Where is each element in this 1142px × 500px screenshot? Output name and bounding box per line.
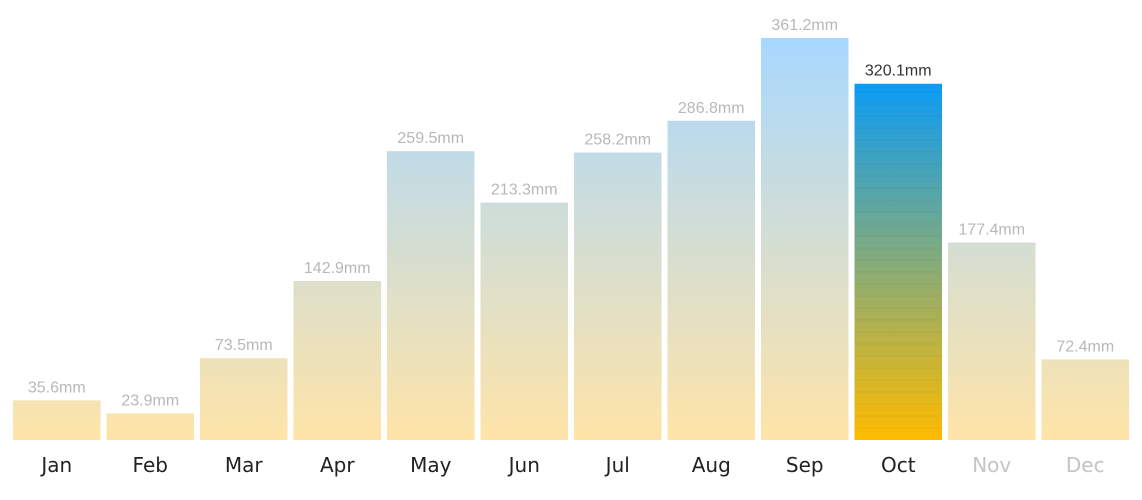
month-labels-group: Jan Feb Mar Apr May Jun Jul Aug Sep Oct Nov Dec [39,453,1104,477]
month-label-jun[interactable]: Jun [507,453,540,477]
month-label-mar[interactable]: Mar [225,453,264,477]
value-label-aug: 286.8mm [678,100,745,117]
month-label-jan[interactable]: Jan [39,453,72,477]
bar-nov[interactable] [948,242,1036,440]
bar-sep[interactable] [761,38,849,440]
bars-group [13,38,1129,440]
value-label-feb: 23.9mm [121,392,179,409]
value-labels-group: 35.6mm 23.9mm 73.5mm 142.9mm 259.5mm 213.3mm 2… [28,17,1114,409]
bar-aug[interactable] [667,120,756,440]
value-label-sep: 361.2mm [771,17,838,34]
month-label-nov[interactable]: Nov [972,453,1011,477]
bar-oct[interactable] [854,83,943,440]
bar-jul[interactable] [574,152,662,440]
month-label-apr[interactable]: Apr [320,453,355,477]
month-label-may[interactable]: May [410,453,452,477]
bar-jan[interactable] [13,400,101,440]
bar-may[interactable] [387,151,475,440]
month-label-feb[interactable]: Feb [133,453,168,477]
value-label-oct: 320.1mm [865,63,932,80]
month-label-sep[interactable]: Sep [786,453,824,477]
value-label-jun: 213.3mm [491,182,558,199]
month-label-dec[interactable]: Dec [1066,453,1105,477]
value-label-mar: 73.5mm [215,337,273,354]
bar-dec[interactable] [1041,359,1130,440]
value-label-jan: 35.6mm [28,379,86,396]
bar-jun[interactable] [480,202,569,440]
value-label-jul: 258.2mm [584,132,651,149]
month-label-aug[interactable]: Aug [692,453,731,477]
month-label-oct[interactable]: Oct [881,453,916,477]
value-label-apr: 142.9mm [304,260,371,277]
value-label-dec: 72.4mm [1056,338,1114,355]
bar-mar[interactable] [200,358,288,440]
bar-feb[interactable] [106,413,195,440]
month-label-jul[interactable]: Jul [604,453,630,477]
bar-apr[interactable] [293,280,382,440]
value-label-may: 259.5mm [397,130,464,147]
value-label-nov: 177.4mm [958,222,1025,239]
